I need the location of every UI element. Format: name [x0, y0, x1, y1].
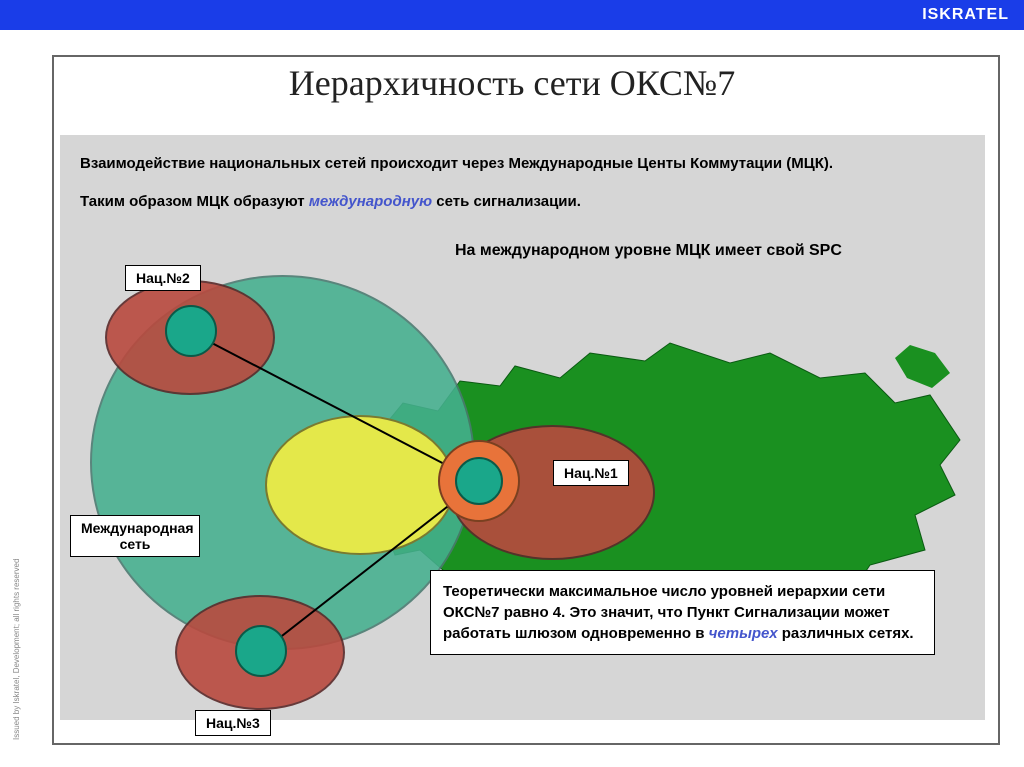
copyright-text: Issued by Iskratel, Development; all rig…: [12, 440, 21, 740]
intro-2c: сеть сигнализации.: [432, 193, 581, 210]
intro-2b-emph: международную: [309, 193, 432, 210]
slide-title: Иерархичность сети ОКС№7: [0, 62, 1024, 104]
info-callout: Теоретически максимальное число уровней …: [430, 570, 935, 655]
label-nat1: Нац.№1: [553, 460, 629, 486]
header-bar: ISKRATEL: [0, 0, 1024, 30]
label-intl: Международная сеть: [70, 515, 200, 557]
intro-text-2: Таким образом МЦК образуют международную…: [80, 193, 960, 210]
label-nat2: Нац.№2: [125, 265, 201, 291]
network-diagram: Нац.№2 Нац.№3 Нац.№1 Международная сеть …: [60, 235, 985, 720]
nat3-dot: [235, 625, 287, 677]
intro-text-1: Взаимодействие национальных сетей происх…: [80, 153, 960, 176]
info-c: различных сетях.: [778, 625, 914, 642]
intro-2a: Таким образом МЦК образуют: [80, 193, 309, 210]
brand-logo: ISKRATEL: [922, 6, 1009, 24]
info-b-emph: четырех: [709, 625, 778, 642]
center-ellipse: [265, 415, 455, 555]
label-intl-l2: сеть: [81, 536, 189, 552]
slide-body: Взаимодействие национальных сетей происх…: [60, 135, 985, 720]
nat2-dot: [165, 305, 217, 357]
label-nat3: Нац.№3: [195, 710, 271, 736]
label-intl-l1: Международная: [81, 520, 189, 536]
gateway-dot: [455, 457, 503, 505]
